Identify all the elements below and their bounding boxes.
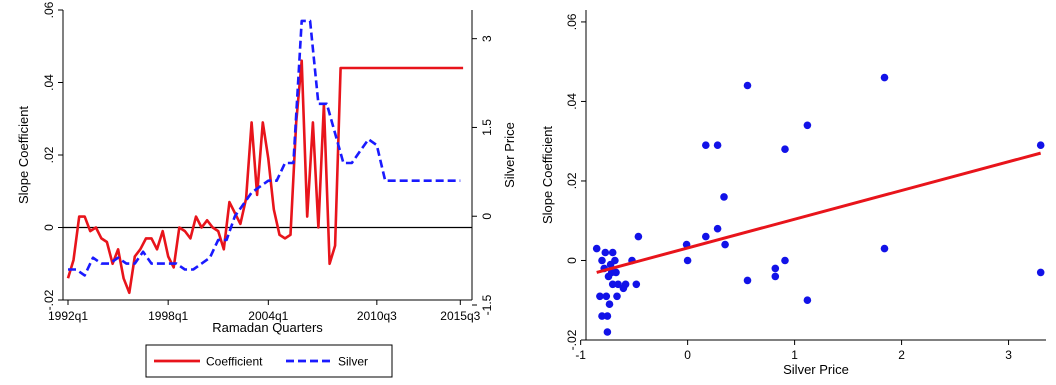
fitted-regression-line — [596, 151, 1042, 274]
scatter-point — [601, 248, 610, 257]
legend-label-silver: Silver — [338, 355, 368, 369]
y2-tick-label: 1.5 — [480, 119, 494, 136]
legend-label-coefficient: Coefficient — [206, 355, 263, 369]
scatter-point — [803, 121, 812, 130]
scatter-x-tick-label: 0 — [684, 348, 691, 362]
scatter-point — [702, 141, 710, 149]
scatter-point — [771, 272, 780, 281]
x-axis-label: Ramadan Quarters — [212, 320, 323, 335]
scatter-point — [781, 145, 789, 153]
y-axis-label: Slope Coefficient — [16, 106, 31, 204]
scatter-y-axis-label: Slope Coefficient — [540, 126, 555, 224]
scatter-point — [614, 280, 622, 289]
scatter-y-tick-label: -.02 — [565, 329, 579, 350]
y2-axis-label: Silver Price — [502, 122, 517, 188]
scatter-y-tick-label: .06 — [565, 13, 579, 30]
scatter-point — [713, 141, 722, 149]
scatter-point — [598, 256, 606, 265]
scatter-point — [603, 312, 612, 320]
scatter-y-tick-label: .04 — [565, 93, 579, 110]
scatter-chart: -.02 0 .02 .04 .06 -1 0 1 2 3 Slope Coefficient Sil… — [528, 0, 1056, 385]
scatter-point — [608, 280, 617, 289]
y2-tick-label: 3 — [480, 35, 494, 42]
scatter-point — [781, 256, 789, 265]
left-background — [0, 0, 528, 385]
scatter-y-tick-label: 0 — [565, 257, 579, 264]
scatter-x-axis-label: Silver Price — [783, 362, 849, 377]
x-tick-label: 2015q3 — [440, 309, 480, 323]
scatter-point — [702, 232, 710, 241]
scatter-point — [1036, 268, 1045, 277]
scatter-point — [880, 73, 889, 82]
scatter-point — [713, 224, 722, 233]
scatter-point — [683, 256, 692, 265]
scatter-point — [771, 264, 780, 273]
scatter-point — [612, 268, 620, 277]
y2-tick-label: 0 — [480, 213, 494, 220]
x-tick-label: 2010q3 — [357, 309, 397, 323]
scatter-point — [1036, 141, 1045, 149]
y-tick-label: .02 — [42, 146, 56, 163]
scatter-point — [621, 280, 630, 289]
scatter-point — [611, 256, 619, 265]
y-tick-label: .04 — [42, 74, 56, 91]
scatter-point — [603, 328, 612, 336]
scatter-x-tick-label: 3 — [1005, 348, 1012, 362]
scatter-point — [592, 244, 601, 253]
silver-series-line — [68, 19, 461, 277]
scatter-x-tick-label: 1 — [791, 348, 798, 362]
y2-tick-label: -1.5 — [480, 294, 494, 315]
scatter-y-tick-label: .02 — [565, 172, 579, 189]
right-background — [528, 0, 1056, 385]
time-series-panel: -.02 0 .02 .04 .06 -1.5 0 1.5 3 1992q1 1998q1 2004q… — [0, 0, 528, 385]
scatter-point — [720, 193, 728, 201]
scatter-point — [743, 276, 752, 285]
x-tick-label: 1998q1 — [148, 309, 188, 323]
y-tick-label: .06 — [42, 1, 56, 18]
scatter-point — [605, 300, 614, 309]
scatter-x-tick-label: 2 — [898, 348, 905, 362]
y-tick-label: 0 — [42, 224, 56, 231]
scatter-point — [632, 280, 641, 289]
scatter-point — [602, 292, 611, 301]
scatter-point — [743, 81, 752, 90]
scatter-point — [613, 292, 621, 301]
scatter-point — [803, 296, 812, 305]
y-tick-label: -.02 — [42, 289, 56, 310]
x-tick-label: 2004q1 — [248, 309, 288, 323]
scatter-point — [634, 232, 643, 241]
scatter-x-tick-label: -1 — [575, 348, 586, 362]
scatter-point — [596, 292, 604, 301]
scatter-point — [598, 312, 606, 320]
scatter-point — [721, 240, 729, 249]
time-series-chart: -.02 0 .02 .04 .06 -1.5 0 1.5 3 1992q1 1998q1 2004q… — [0, 0, 528, 385]
scatter-point — [880, 244, 889, 253]
x-tick-label: 1992q1 — [48, 309, 88, 323]
scatter-point — [608, 248, 617, 257]
scatter-panel: -.02 0 .02 .04 .06 -1 0 1 2 3 Slope Coefficient Sil… — [528, 0, 1056, 385]
